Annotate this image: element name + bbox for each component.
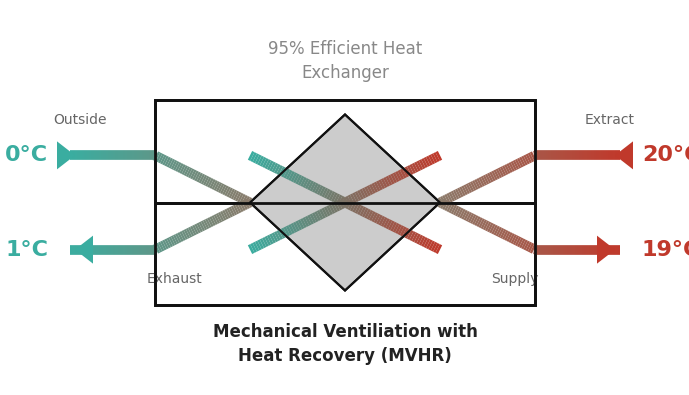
Polygon shape	[615, 141, 633, 169]
Bar	[155, 100, 535, 305]
Text: Supply: Supply	[491, 272, 539, 286]
Polygon shape	[250, 115, 440, 290]
Bar	[155, 100, 535, 305]
Text: 20°C: 20°C	[642, 145, 689, 166]
Polygon shape	[597, 236, 615, 263]
Text: 95% Efficient Heat
Exchanger: 95% Efficient Heat Exchanger	[268, 40, 422, 82]
Text: Outside: Outside	[53, 113, 107, 127]
Polygon shape	[57, 141, 75, 169]
Text: Exhaust: Exhaust	[147, 272, 203, 286]
Text: 1°C: 1°C	[5, 240, 48, 260]
Polygon shape	[75, 236, 93, 263]
Text: Extract: Extract	[585, 113, 635, 127]
Text: 19°C: 19°C	[642, 240, 689, 260]
Text: Mechanical Ventiliation with
Heat Recovery (MVHR): Mechanical Ventiliation with Heat Recove…	[213, 323, 477, 365]
Text: 0°C: 0°C	[5, 145, 48, 166]
